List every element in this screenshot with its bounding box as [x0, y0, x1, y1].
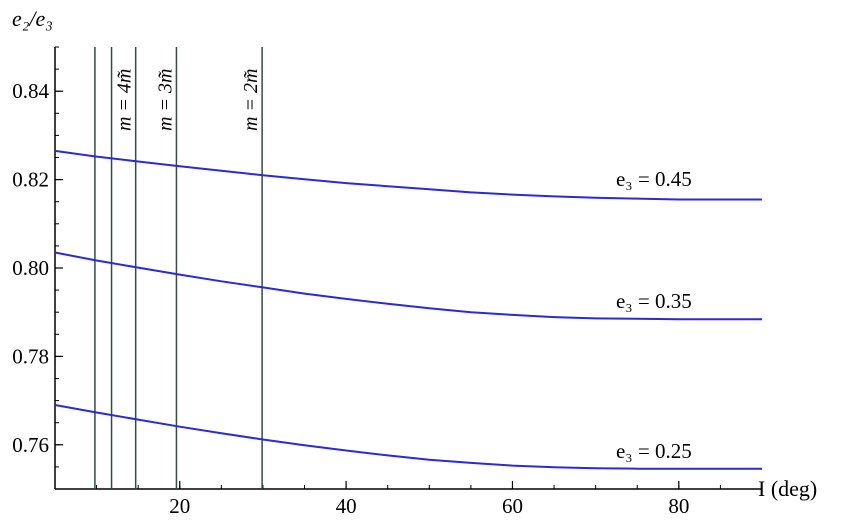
- vertical-line-label: m = 4m̃: [114, 69, 136, 131]
- series-label: e₃ = 0.25: [616, 439, 692, 463]
- series-line: [54, 251, 762, 321]
- y-tick-label: 0.80: [12, 256, 49, 280]
- x-ticks: 20 40 60 80: [96, 481, 763, 518]
- series-line: [54, 404, 762, 470]
- x-tick-label: 20: [169, 494, 190, 518]
- y-ticks: 0.76 0.78 0.80 0.82 0.84: [12, 46, 63, 490]
- x-tick-label: 80: [668, 494, 689, 518]
- series-label: e₃ = 0.45: [616, 167, 692, 191]
- y-tick-label: 0.78: [12, 344, 49, 368]
- x-tick-label: 60: [502, 494, 523, 518]
- series-line: [54, 149, 762, 201]
- y-tick-label: 0.84: [12, 79, 49, 103]
- x-tick-label: 40: [336, 494, 357, 518]
- y-tick-label: 0.82: [12, 168, 49, 192]
- vertical-lines: m = 4m̃ m = 3m̃ m = 2m̃: [94, 47, 263, 489]
- series-labels: e₃ = 0.45 e₃ = 0.35 e₃ = 0.25: [616, 167, 692, 463]
- y-axis-title: e₂/e₃: [12, 6, 53, 31]
- x-axis-title: I (deg): [758, 476, 817, 501]
- series-label: e₃ = 0.35: [616, 289, 692, 313]
- series-lines: [54, 149, 762, 470]
- vertical-line-label: m = 3m̃: [154, 69, 176, 131]
- y-tick-label: 0.76: [12, 433, 49, 457]
- vertical-line-label: m = 2m̃: [240, 69, 262, 131]
